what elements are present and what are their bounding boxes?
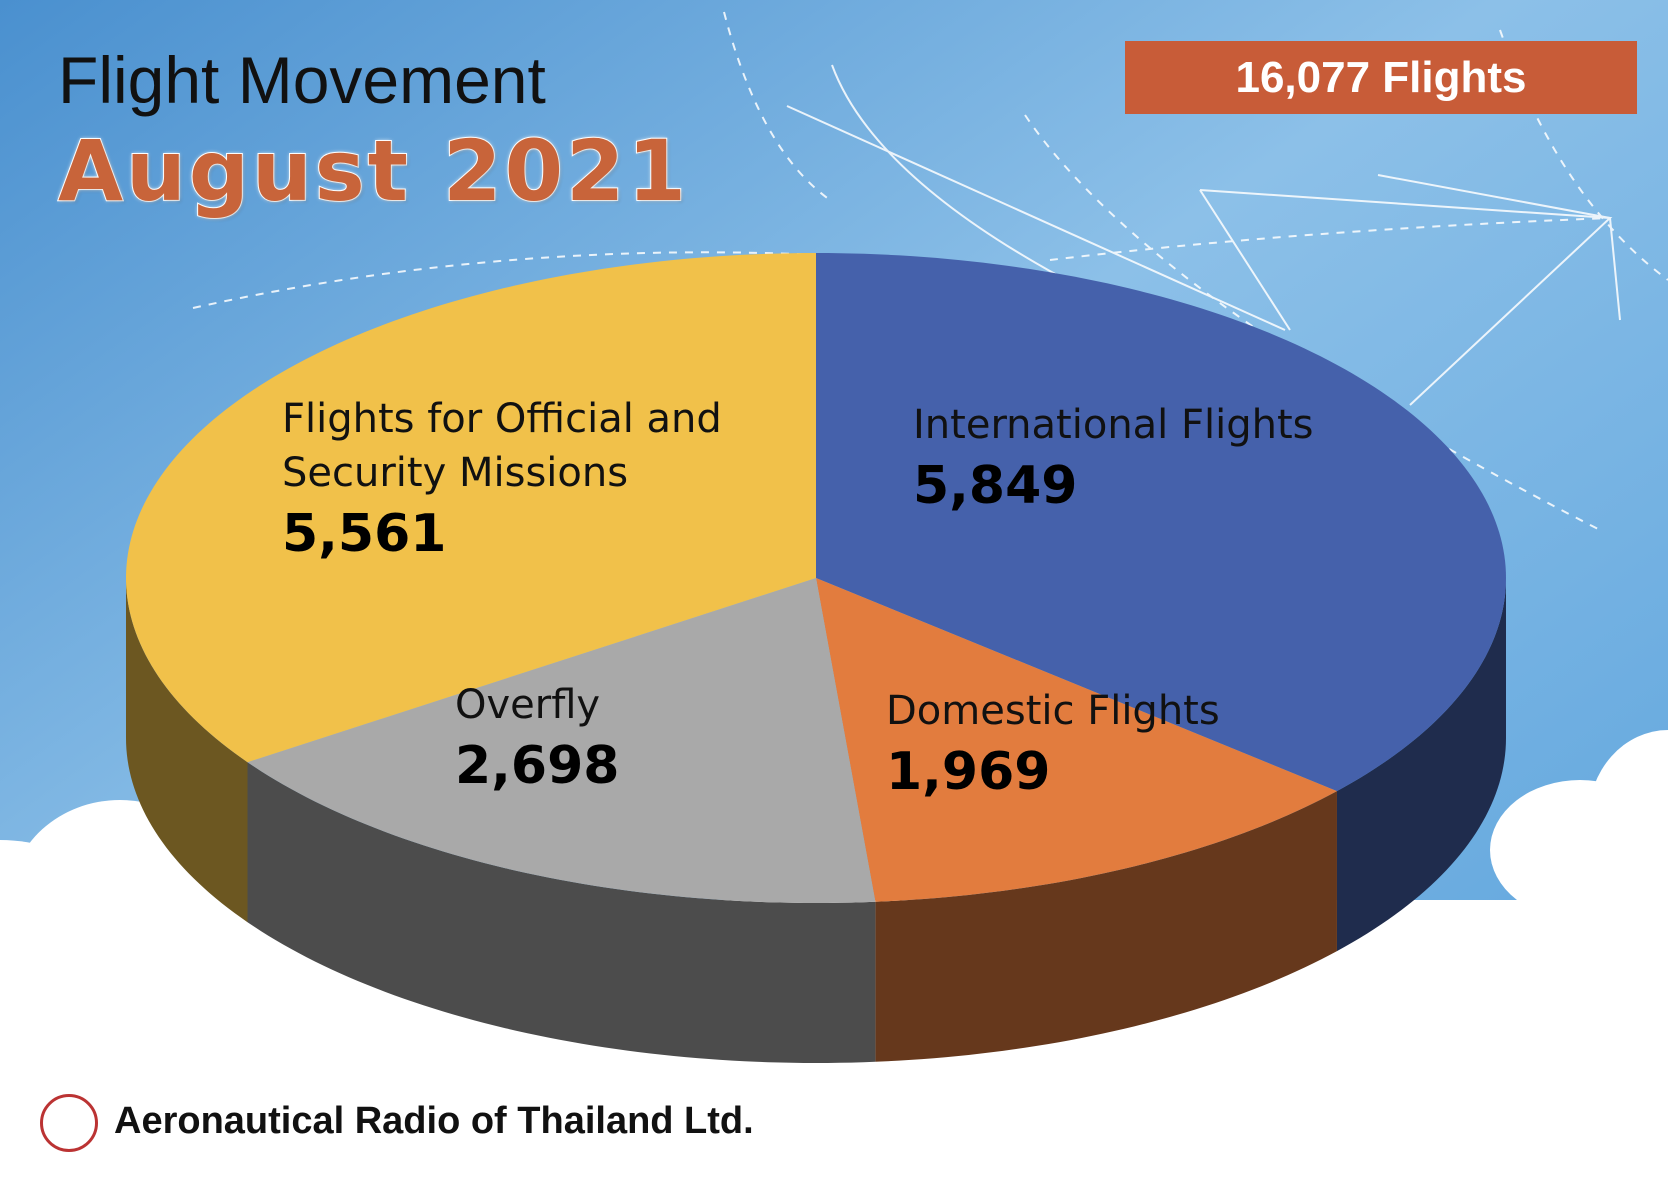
slice-side	[126, 578, 248, 923]
slice-side	[1336, 578, 1506, 952]
slice-label: International Flights	[913, 402, 1314, 448]
value-label: 5,561	[282, 504, 447, 564]
logo	[40, 1094, 98, 1152]
chart-subtitle: August 2021	[57, 121, 689, 221]
slice	[816, 253, 1506, 792]
slice-label: Flights for Official and Security Missio…	[282, 396, 722, 496]
pie	[126, 253, 1506, 1063]
footer: Aeronautical Radio of Thailand Ltd.	[114, 1100, 754, 1142]
slice-label: Domestic Flights	[886, 688, 1220, 734]
chart-title: Flight Movement	[58, 43, 546, 117]
slice-side	[247, 762, 876, 1063]
total-badge: 16,077 Flights	[1125, 41, 1637, 114]
value-label: 1,969	[886, 742, 1051, 802]
value-label: 5,849	[913, 456, 1078, 516]
value-label: 2,698	[455, 736, 620, 796]
slice	[126, 253, 816, 763]
slice	[816, 578, 1337, 902]
slice-label: Overfly	[455, 682, 601, 728]
slice-side	[875, 791, 1337, 1062]
slice	[247, 578, 876, 903]
